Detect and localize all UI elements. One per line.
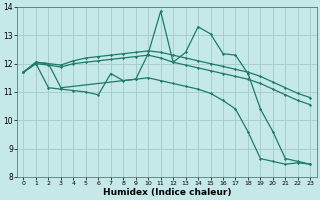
- X-axis label: Humidex (Indice chaleur): Humidex (Indice chaleur): [103, 188, 231, 197]
